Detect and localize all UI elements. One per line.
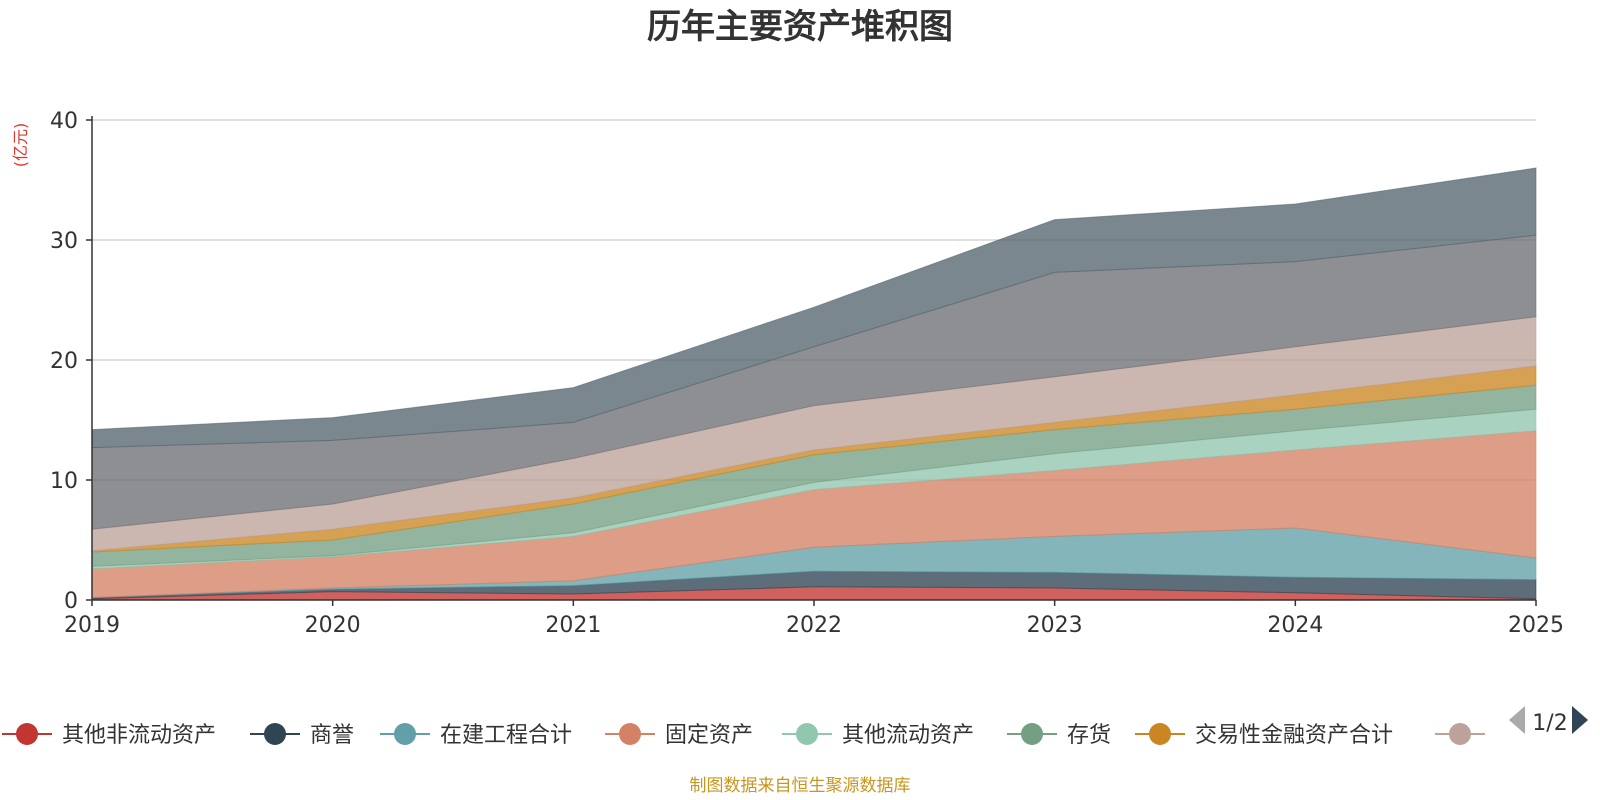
legend-label-1: 商誉 [310, 723, 354, 748]
x-tick-label-2022: 2022 [786, 613, 842, 638]
x-tick-label-2024: 2024 [1267, 613, 1323, 638]
legend-item-5[interactable]: 存货 [1007, 723, 1111, 748]
x-tick-label-2021: 2021 [545, 613, 601, 638]
y-tick-labels: 0 10 20 30 40 [50, 109, 78, 614]
legend-label-2: 在建工程合计 [440, 723, 572, 748]
legend-item-3[interactable]: 固定资产 [605, 723, 753, 748]
legend-marker-1 [264, 723, 286, 745]
legend-marker-5 [1021, 723, 1043, 745]
chart-title: 历年主要资产堆积图 [647, 7, 953, 47]
data-source-note: 制图数据来自恒生聚源数据库 [690, 776, 911, 796]
legend-next-page-icon[interactable] [1572, 706, 1588, 734]
legend-marker-4 [796, 723, 818, 745]
legend: 其他非流动资产 商誉 在建工程合计 固定资产 其他流动资产 存货 交易性金融资产合计 [2, 723, 1485, 748]
y-tick-label-20: 20 [50, 349, 78, 374]
legend-item-0[interactable]: 其他非流动资产 [2, 723, 216, 748]
legend-marker-0 [16, 723, 38, 745]
legend-marker-3 [619, 723, 641, 745]
y-tick-label-30: 30 [50, 229, 78, 254]
legend-prev-page-icon[interactable] [1509, 706, 1525, 734]
legend-label-4: 其他流动资产 [842, 723, 974, 748]
y-axis-unit-label: (亿元) [11, 123, 30, 168]
area-series-9 [91, 167, 1537, 449]
legend-item-4[interactable]: 其他流动资产 [782, 723, 974, 748]
legend-label-6: 交易性金融资产合计 [1195, 723, 1393, 748]
legend-item-2[interactable]: 在建工程合计 [380, 723, 572, 748]
legend-pager: 1/2 [1509, 706, 1588, 736]
legend-marker-6 [1149, 723, 1171, 745]
x-tick-label-2020: 2020 [305, 613, 361, 638]
legend-label-0: 其他非流动资产 [62, 723, 216, 748]
y-tick-label-0: 0 [64, 589, 78, 614]
legend-label-3: 固定资产 [665, 723, 753, 748]
x-tick-label-2019: 2019 [64, 613, 120, 638]
x-tick-label-2025: 2025 [1508, 613, 1564, 638]
axes [86, 116, 1537, 606]
legend-item-7[interactable] [1435, 723, 1485, 745]
area-series-group [91, 167, 1537, 601]
legend-marker-7 [1449, 723, 1471, 745]
legend-item-1[interactable]: 商誉 [250, 723, 354, 748]
legend-page-indicator: 1/2 [1532, 711, 1567, 736]
x-tick-label-2023: 2023 [1027, 613, 1083, 638]
y-tick-label-10: 10 [50, 469, 78, 494]
x-tick-labels: 2019 2020 2021 2022 2023 2024 2025 [64, 613, 1564, 638]
legend-label-5: 存货 [1067, 723, 1111, 748]
legend-item-6[interactable]: 交易性金融资产合计 [1135, 723, 1393, 748]
y-tick-label-40: 40 [50, 109, 78, 134]
legend-marker-2 [394, 723, 416, 745]
